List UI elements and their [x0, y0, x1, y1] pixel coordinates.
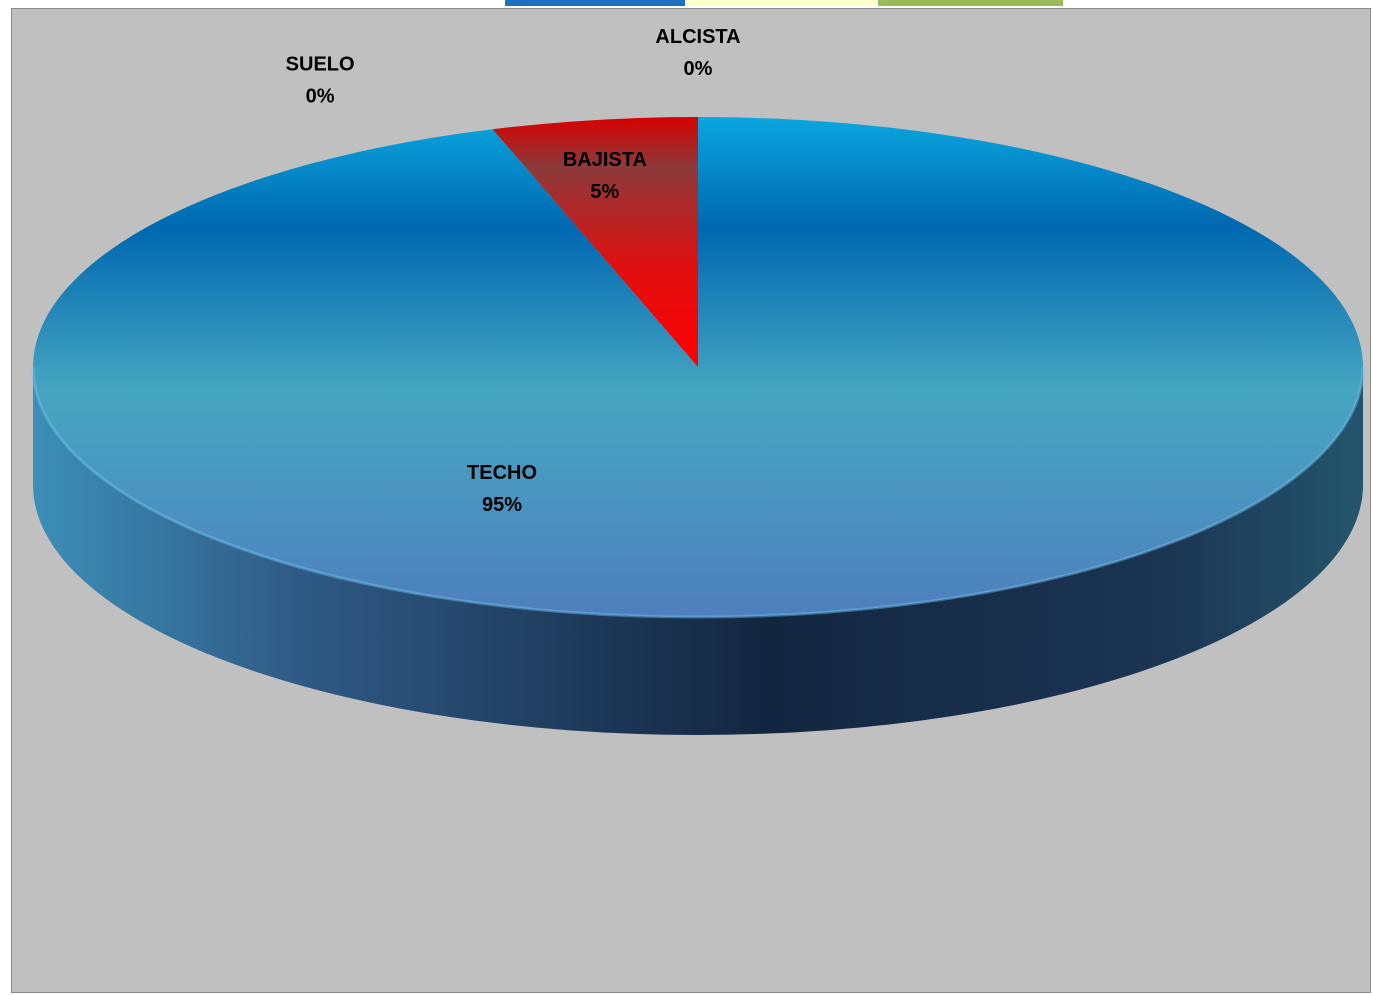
strip-swatch-blue: [505, 0, 685, 6]
strip-swatch-green: [878, 0, 1063, 6]
slice-name-label: ALCISTA: [655, 26, 740, 48]
pie-slice-bajista: [492, 117, 698, 367]
strip-swatch-yellow: [688, 0, 876, 6]
slice-name-label: SUELO: [286, 54, 355, 76]
slice-value-label: 95%: [482, 494, 522, 516]
slice-name-label: TECHO: [467, 462, 537, 484]
top-color-strip: [0, 0, 1373, 8]
pie-chart: TECHO 95% SUELO 0% BAJISTA 5% ALCISTA 0%: [31, 26, 1365, 735]
slice-value-label: 0%: [306, 86, 335, 108]
pie-rim-highlight: [31, 366, 1365, 619]
chart-area: TECHO 95% SUELO 0% BAJISTA 5% ALCISTA 0%: [11, 8, 1371, 993]
slice-value-label: 5%: [590, 181, 619, 203]
slice-name-label: BAJISTA: [563, 149, 647, 171]
pie-side-wall: [33, 367, 1363, 735]
slice-value-label: 0%: [684, 58, 713, 80]
